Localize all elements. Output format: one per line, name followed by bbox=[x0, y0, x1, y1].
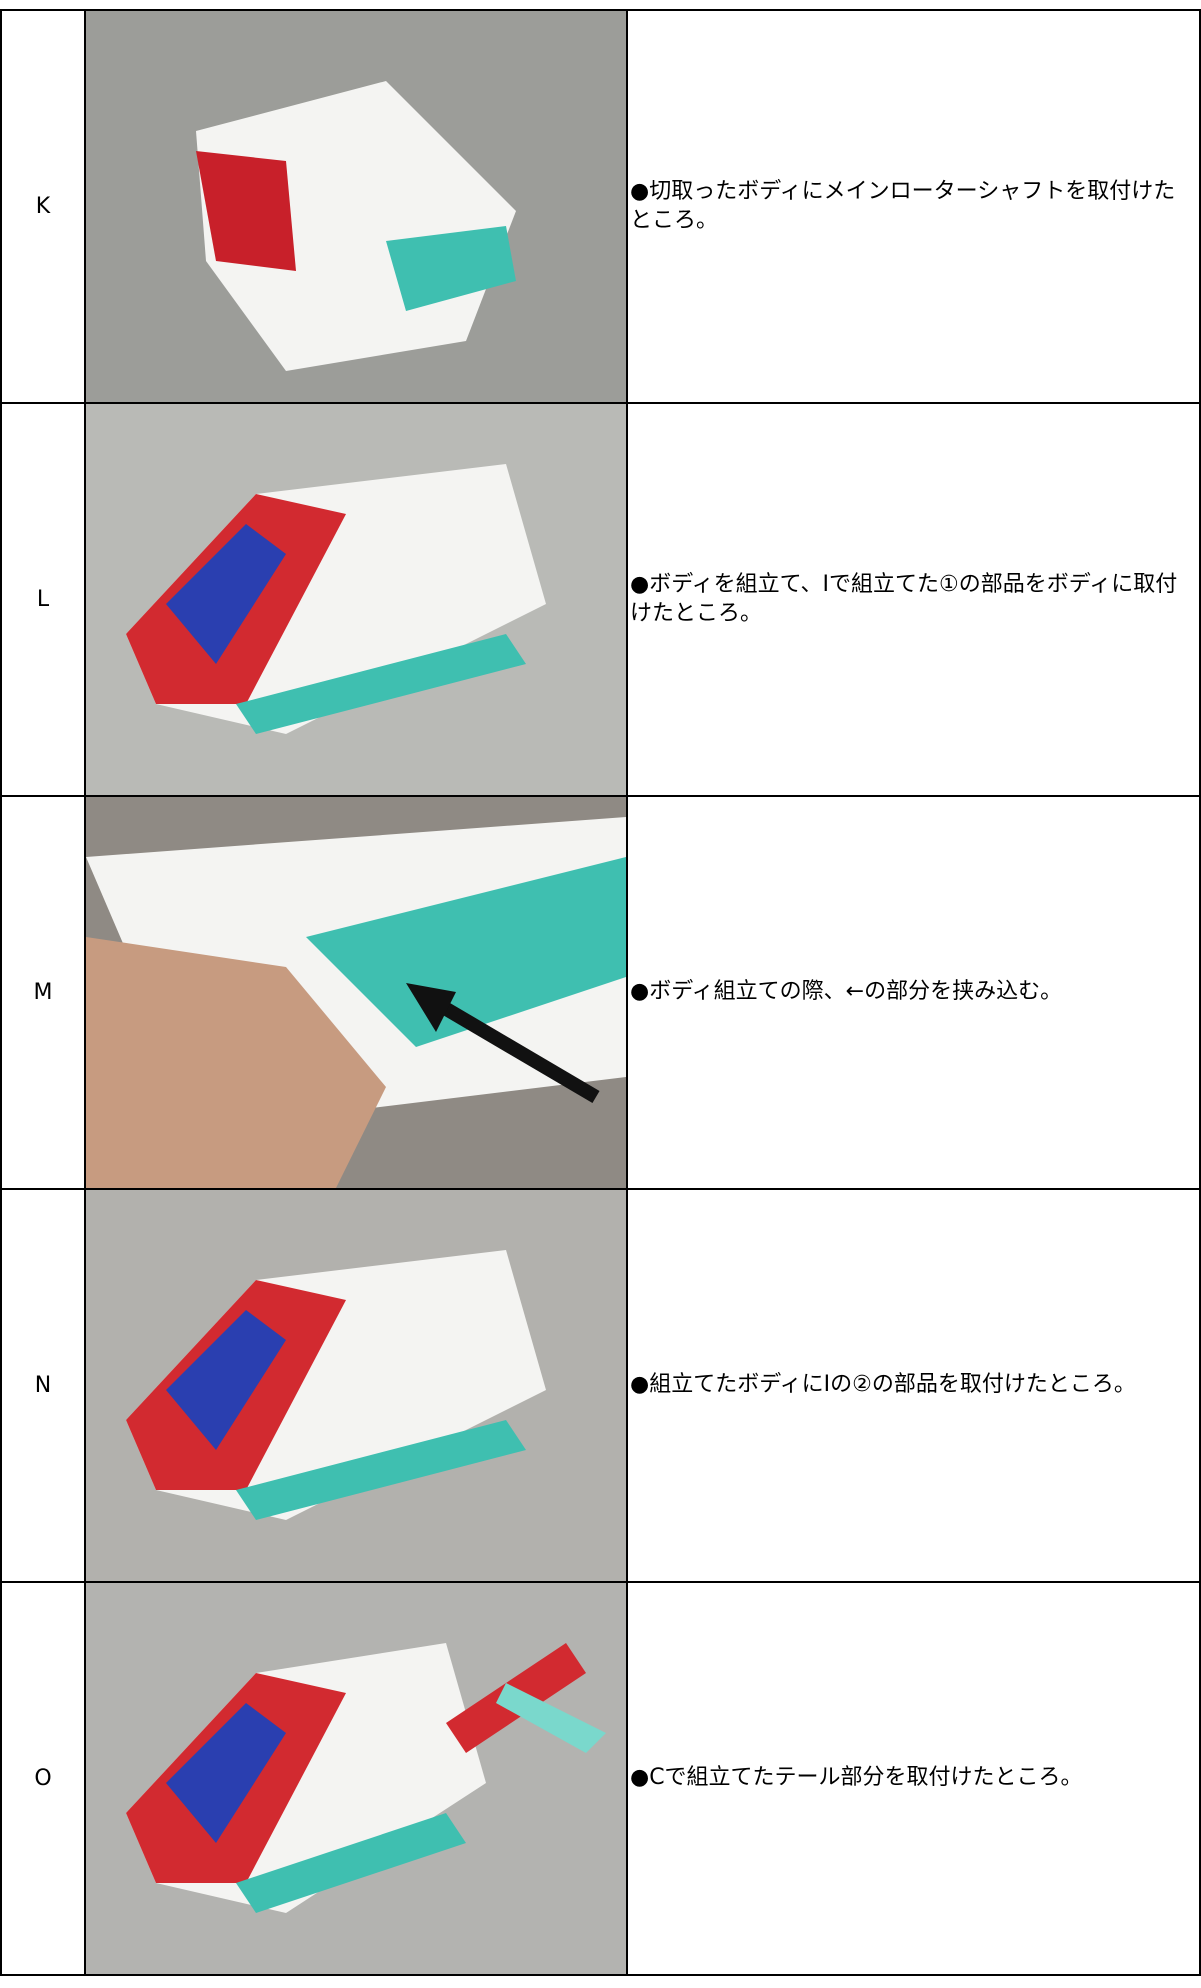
step-photo bbox=[84, 9, 628, 404]
step-row: L ●ボディを組立て、Iで組立てた①の部品をボディに取付けたところ。 bbox=[0, 402, 1201, 797]
photo bbox=[86, 404, 626, 795]
step-label: O bbox=[0, 1581, 86, 1976]
step-label: K bbox=[0, 9, 86, 404]
step-text: ●切取ったボディにメインローターシャフトを取付けたところ。 bbox=[626, 9, 1201, 404]
photo bbox=[86, 1583, 626, 1974]
step-label: N bbox=[0, 1188, 86, 1583]
step-row: O ●Cで組立てたテール部分を取付けたところ。 bbox=[0, 1581, 1201, 1976]
step-label: M bbox=[0, 795, 86, 1190]
step-row: N ●組立てたボディにIの②の部品を取付けたところ。 bbox=[0, 1188, 1201, 1583]
step-text: ●組立てたボディにIの②の部品を取付けたところ。 bbox=[626, 1188, 1201, 1583]
step-text: ●ボディを組立て、Iで組立てた①の部品をボディに取付けたところ。 bbox=[626, 402, 1201, 797]
step-photo bbox=[84, 1581, 628, 1976]
steps-table: K ●切取ったボディにメインローターシャフトを取付けたところ。 L ●ボディを組立て、… bbox=[0, 9, 1201, 1976]
step-text: ●ボディ組立ての際、←の部分を挟み込む。 bbox=[626, 795, 1201, 1190]
step-row: K ●切取ったボディにメインローターシャフトを取付けたところ。 bbox=[0, 9, 1201, 404]
step-photo bbox=[84, 1188, 628, 1583]
step-photo bbox=[84, 795, 628, 1190]
photo bbox=[86, 797, 626, 1188]
step-photo bbox=[84, 402, 628, 797]
step-row: M ●ボディ組立ての際、←の部分を挟み込む。 bbox=[0, 795, 1201, 1190]
step-label: L bbox=[0, 402, 86, 797]
photo bbox=[86, 11, 626, 402]
photo bbox=[86, 1190, 626, 1581]
step-text: ●Cで組立てたテール部分を取付けたところ。 bbox=[626, 1581, 1201, 1976]
